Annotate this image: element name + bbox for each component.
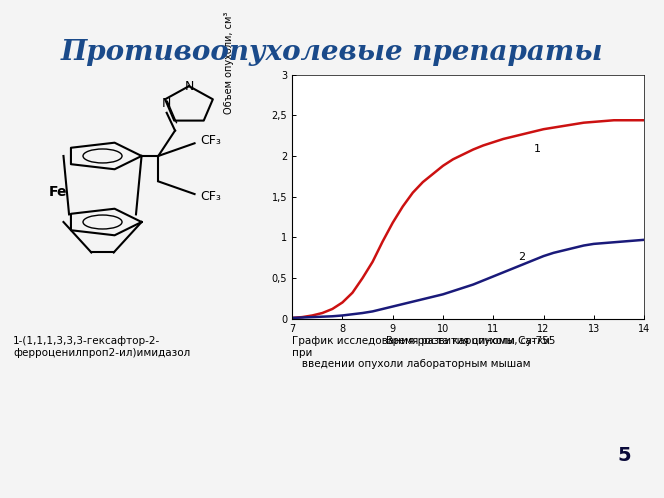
Text: N: N <box>185 80 194 93</box>
Text: CF₃: CF₃ <box>200 190 221 203</box>
Text: Fe: Fe <box>48 185 67 199</box>
Text: 1: 1 <box>533 144 540 154</box>
Text: 2: 2 <box>519 252 525 262</box>
X-axis label: Время развития опухоли, сутки: Время развития опухоли, сутки <box>386 336 550 346</box>
Text: Объем опухоли, см³: Объем опухоли, см³ <box>224 11 234 114</box>
Text: Противоопухолевые препараты: Противоопухолевые препараты <box>60 39 604 66</box>
Text: N: N <box>162 98 171 111</box>
Text: 5: 5 <box>618 446 631 465</box>
Text: CF₃: CF₃ <box>200 134 221 147</box>
Text: 1-(1,1,1,3,3,3-гексафтор-2-
ферроценилпроп2-ил)имидазол: 1-(1,1,1,3,3,3-гексафтор-2- ферроценилпр… <box>13 336 191 358</box>
Text: График исследования роста карциномы Са-755
при
   введении опухоли лабораторным : График исследования роста карциномы Са-7… <box>292 336 556 370</box>
